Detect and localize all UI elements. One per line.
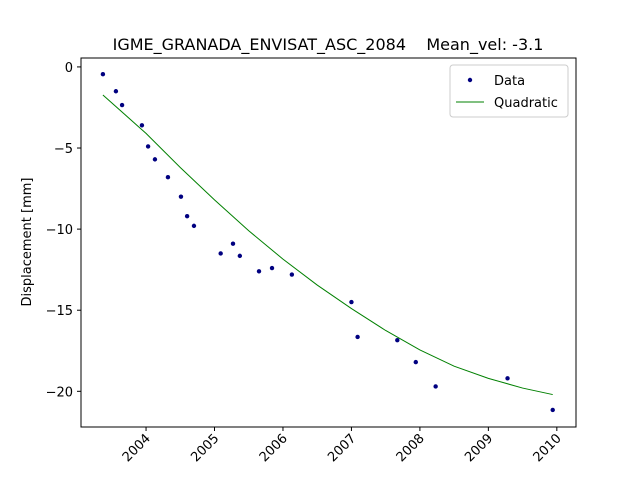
data-point bbox=[256, 269, 262, 274]
legend-swatch bbox=[467, 77, 473, 83]
y-tick-label: −20 bbox=[46, 385, 73, 400]
data-point bbox=[269, 265, 275, 271]
y-tick-label: −10 bbox=[46, 223, 73, 238]
data-point bbox=[505, 376, 510, 381]
data-point bbox=[349, 299, 354, 305]
legend-label: Data bbox=[494, 74, 525, 89]
data-point bbox=[139, 123, 145, 128]
data-point bbox=[178, 194, 184, 199]
data-point bbox=[145, 144, 151, 149]
data-point bbox=[413, 359, 418, 365]
plot-frame bbox=[80, 57, 577, 428]
x-tick-label: 2009 bbox=[462, 431, 496, 465]
y-tick-label: 0 bbox=[65, 61, 73, 76]
legend-label: Quadratic bbox=[494, 96, 558, 111]
legend-box bbox=[449, 64, 569, 118]
data-point bbox=[113, 89, 119, 94]
x-tick-label: 2006 bbox=[257, 431, 291, 465]
y-tick-label: −15 bbox=[46, 304, 73, 319]
x-tick-label: 2004 bbox=[120, 431, 154, 465]
data-point bbox=[218, 251, 223, 256]
chart-title: IGME_GRANADA_ENVISAT_ASC_2084 Mean_vel: … bbox=[113, 35, 544, 55]
y-tick-label: −5 bbox=[54, 142, 73, 157]
data-point bbox=[395, 338, 400, 343]
data-point bbox=[237, 253, 243, 259]
x-tick-label: 2007 bbox=[325, 431, 359, 465]
data-point bbox=[230, 241, 236, 246]
x-tick-label: 2008 bbox=[394, 431, 428, 465]
y-axis-label: Displacement [mm] bbox=[20, 178, 35, 307]
data-point bbox=[433, 384, 438, 389]
data-point bbox=[165, 175, 171, 180]
data-point bbox=[191, 223, 197, 229]
data-point bbox=[119, 102, 125, 108]
data-point bbox=[100, 72, 106, 77]
legend: Data Quadratic bbox=[449, 64, 569, 118]
data-point bbox=[289, 272, 295, 277]
x-tick-label: 2010 bbox=[531, 431, 565, 465]
x-tick-label: 2005 bbox=[188, 431, 222, 465]
data-point bbox=[184, 213, 190, 219]
fit-line bbox=[102, 94, 553, 396]
data-point bbox=[152, 157, 158, 162]
data-point bbox=[550, 407, 555, 413]
data-point bbox=[355, 334, 360, 340]
